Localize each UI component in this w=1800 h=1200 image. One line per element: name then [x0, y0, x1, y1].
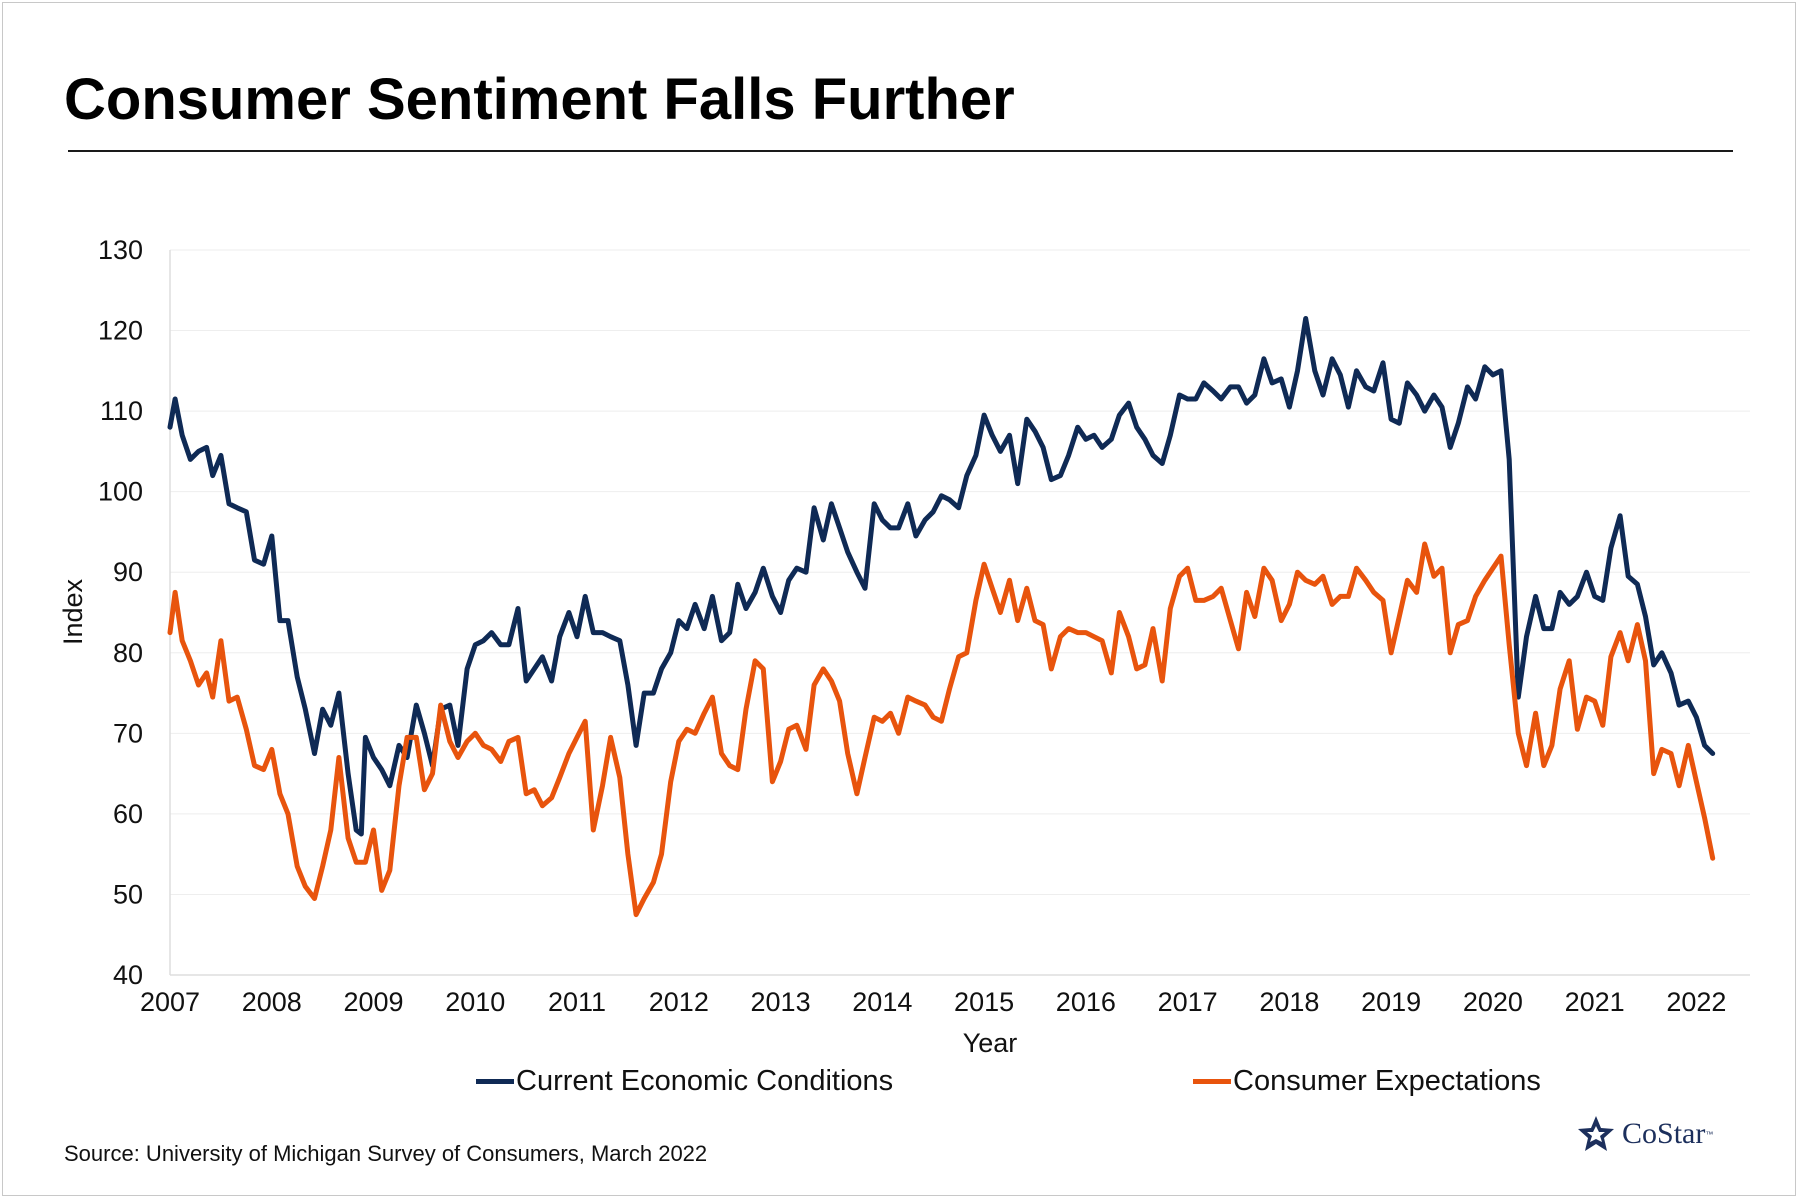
costar-star-icon [1578, 1116, 1614, 1151]
x-tick-label: 2015 [954, 987, 1014, 1017]
legend-item-expectations: Consumer Expectations [1193, 1063, 1541, 1099]
x-tick-label: 2009 [343, 987, 403, 1017]
y-tick-label: 70 [113, 718, 143, 748]
x-tick-label: 2011 [548, 987, 606, 1017]
x-tick-label: 2012 [649, 987, 709, 1017]
x-tick-label: 2016 [1056, 987, 1116, 1017]
x-tick-label: 2020 [1463, 987, 1523, 1017]
consumer-expectations-line [167, 541, 1716, 918]
y-tick-label: 40 [113, 960, 143, 990]
x-tick-label: 2007 [140, 987, 200, 1017]
costar-logo-tm: ™ [1705, 1129, 1714, 1139]
chart-title: Consumer Sentiment Falls Further [64, 67, 1015, 132]
legend-item-current: Current Economic Conditions [476, 1063, 893, 1099]
gridlines [170, 249, 1750, 895]
x-tick-label: 2022 [1666, 987, 1726, 1017]
x-tick-label: 2013 [751, 987, 811, 1017]
y-tick-label: 110 [100, 396, 143, 426]
x-tick-label: 2019 [1361, 987, 1421, 1017]
y-tick-label: 120 [98, 316, 143, 346]
y-tick-label: 50 [113, 879, 143, 909]
current-conditions-line [167, 316, 1716, 837]
y-axis-label: Index [58, 578, 88, 645]
costar-logo-text: CoStar [1622, 1117, 1706, 1150]
costar-logo: CoStar ™ [1576, 1114, 1713, 1154]
legend-swatch-current [476, 1078, 514, 1084]
legend-label-current: Current Economic Conditions [516, 1064, 894, 1097]
y-tick-label: 130 [98, 235, 143, 265]
x-tick-labels: 2007 2008 2009 2010 2011 2012 2013 2014 2015 2016… [140, 987, 1726, 1017]
y-tick-label: 60 [113, 799, 143, 829]
y-tick-label: 90 [113, 557, 143, 587]
legend-label-expectations: Consumer Expectations [1233, 1064, 1541, 1097]
source-note: Source: University of Michigan Survey of… [64, 1141, 708, 1166]
x-tick-label: 2010 [445, 987, 505, 1017]
title-divider [68, 150, 1733, 152]
x-axis-label: Year [963, 1028, 1018, 1058]
y-tick-label: 100 [98, 477, 143, 507]
series-lines [167, 316, 1716, 918]
x-tick-label: 2008 [242, 987, 302, 1017]
y-tick-label: 80 [113, 638, 143, 668]
legend-swatch-expectations [1193, 1078, 1231, 1084]
x-tick-label: 2014 [852, 987, 912, 1017]
y-tick-labels: 40 50 60 70 80 90 100 110 120 130 [98, 235, 143, 990]
x-tick-label: 2021 [1565, 987, 1625, 1017]
x-tick-label: 2018 [1259, 987, 1319, 1017]
x-tick-label: 2017 [1158, 987, 1218, 1017]
